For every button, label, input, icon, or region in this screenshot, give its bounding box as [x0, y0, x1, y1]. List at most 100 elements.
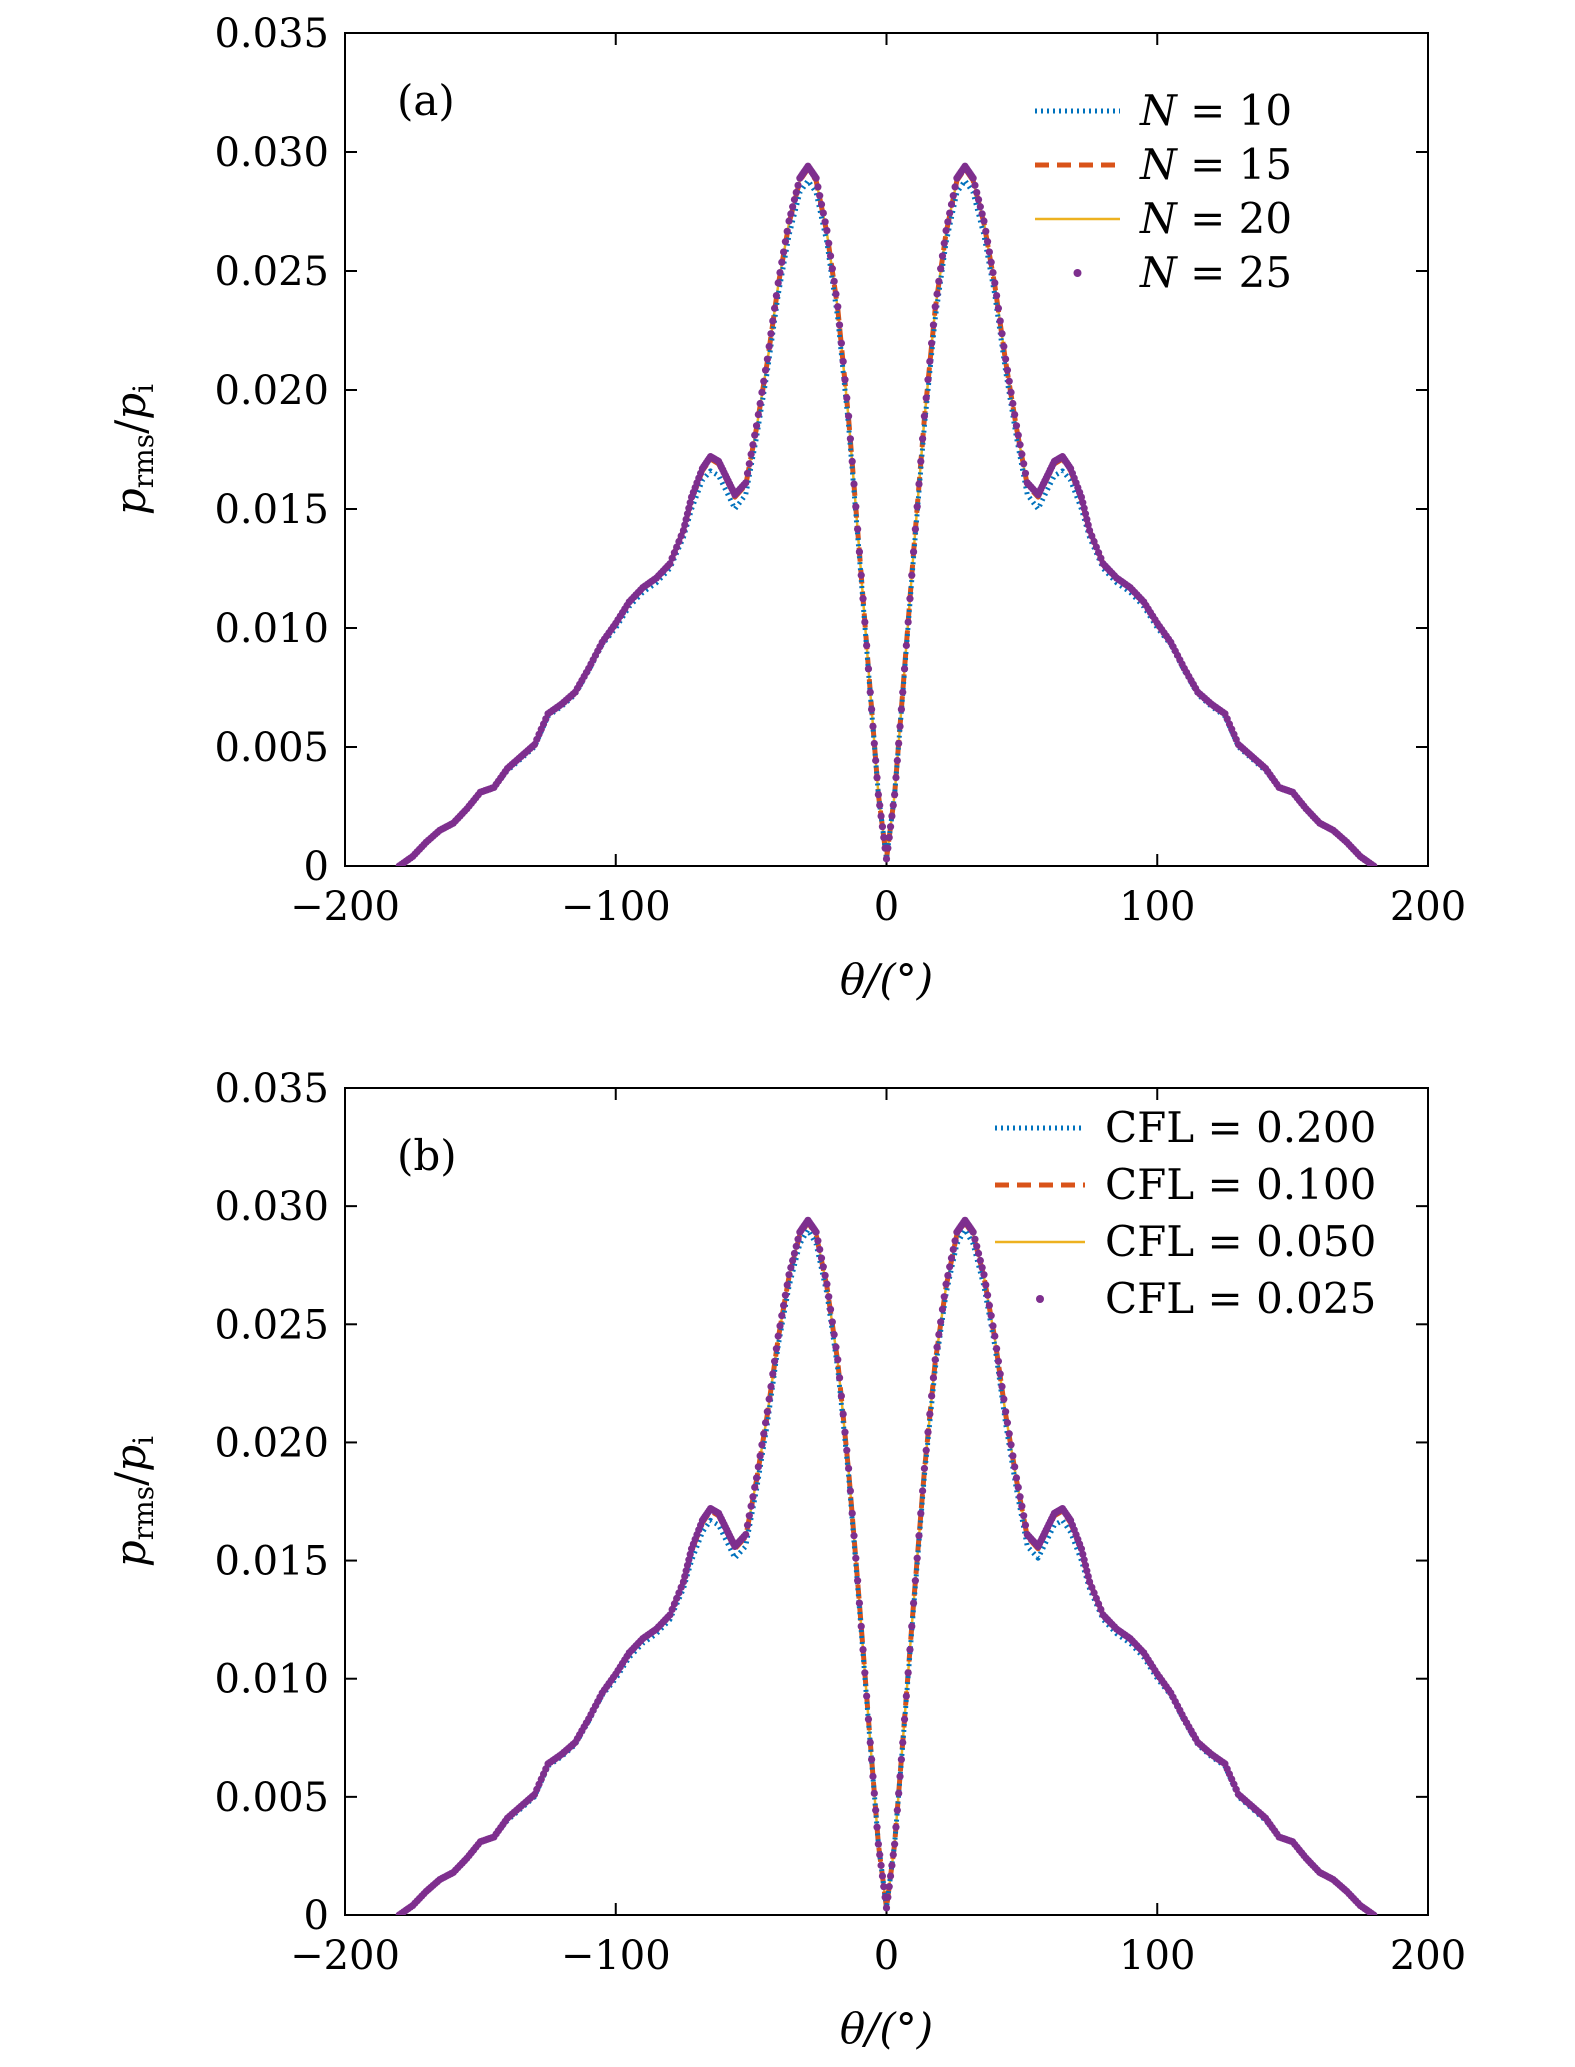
data-point: [1007, 1441, 1015, 1449]
data-point: [743, 469, 752, 477]
data-point: [1079, 499, 1087, 507]
data-point: [993, 1345, 1001, 1353]
data-point: [685, 1556, 693, 1564]
panel-a: −200 −100 0 100 200 0 0.005 0.010 0.015 0.020 0.02…: [106, 11, 1466, 1004]
data-point: [828, 1318, 836, 1326]
data-point: [751, 1483, 759, 1491]
axes-frame: [344, 1087, 1429, 1916]
data-point: [933, 290, 941, 298]
legend-label: N = 25: [1139, 248, 1292, 297]
data-point: [942, 1280, 950, 1288]
data-point: [745, 1512, 753, 1520]
data-point: [885, 833, 893, 842]
panel-label: (a): [397, 76, 455, 125]
data-point: [891, 1840, 899, 1848]
data-point: [906, 595, 914, 603]
data-point: [926, 1410, 934, 1418]
legend-label: N = 10: [1139, 86, 1292, 135]
data-point: [998, 330, 1006, 338]
data-point: [854, 1577, 862, 1585]
data-point: [994, 1357, 1003, 1365]
data-point: [998, 1382, 1006, 1391]
data-point: [682, 1567, 690, 1575]
data-point: [1083, 1567, 1091, 1575]
y-tick-label: 0.035: [214, 1066, 329, 1112]
data-point: [846, 1487, 855, 1495]
data-point: [778, 258, 786, 266]
data-point: [850, 1532, 858, 1540]
legend-item: N = 15: [1035, 140, 1292, 189]
data-point: [864, 1715, 873, 1723]
data-point: [880, 833, 888, 842]
data-point: [780, 1301, 788, 1309]
data-point: [1002, 1408, 1010, 1416]
data-point: [949, 192, 957, 200]
data-point: [742, 1530, 750, 1539]
data-point: [928, 339, 936, 347]
data-point: [794, 181, 802, 189]
data-point: [677, 532, 685, 540]
data-point: [675, 537, 683, 546]
data-point: [971, 181, 979, 189]
y-tick-label: 0.035: [214, 11, 329, 57]
data-point: [996, 1370, 1004, 1378]
data-point: [900, 665, 909, 673]
legend-item: N = 25: [1073, 248, 1292, 297]
data-point: [861, 618, 869, 626]
data-point: [785, 1271, 793, 1279]
data-point: [670, 1600, 679, 1608]
data-point: [946, 209, 954, 217]
y-tick-label: 0.030: [214, 1184, 329, 1230]
data-point: [839, 357, 847, 366]
data-point: [790, 196, 799, 204]
data-point: [913, 503, 921, 511]
data-point: [857, 1622, 865, 1630]
data-point: [938, 1305, 947, 1313]
data-point: [794, 1235, 802, 1243]
data-point: [876, 1851, 884, 1859]
data-point: [915, 1532, 923, 1540]
data-point: [830, 277, 838, 285]
data-point: [983, 238, 992, 246]
series-cfl-0-025: [395, 1216, 1378, 1915]
data-point: [949, 1245, 957, 1254]
data-point: [1080, 1556, 1088, 1564]
data-point: [1011, 1463, 1019, 1471]
data-point: [922, 394, 930, 402]
data-point: [673, 543, 681, 551]
y-tick-label: 0.025: [214, 249, 329, 295]
data-point: [940, 1293, 948, 1301]
data-point: [874, 791, 882, 799]
data-point: [909, 1599, 918, 1607]
data-point: [951, 1237, 959, 1245]
legend: N = 10 N = 15 N = 20 N = 25: [1035, 86, 1292, 297]
data-point: [1003, 1419, 1012, 1427]
data-point: [787, 210, 795, 218]
data-point: [749, 441, 757, 449]
y-tick-label: 0: [304, 844, 329, 890]
data-point: [1020, 1512, 1028, 1520]
data-point: [821, 218, 829, 226]
data-point: [978, 210, 986, 218]
data-point: [792, 188, 800, 197]
data-point: [679, 526, 688, 535]
x-tick-label: 0: [874, 1933, 899, 1979]
data-point: [855, 548, 864, 556]
data-point: [868, 1755, 876, 1764]
data-point: [756, 399, 764, 408]
data-point: [826, 1305, 835, 1313]
data-point: [892, 773, 900, 782]
data-point: [855, 1599, 864, 1607]
data-point: [743, 1521, 752, 1529]
data-point: [751, 431, 759, 439]
legend-label: N = 15: [1139, 140, 1292, 189]
legend-label: CFL = 0.100: [1105, 1160, 1376, 1209]
data-point: [888, 1861, 896, 1869]
series-n-25: [395, 162, 1378, 866]
data-point: [781, 238, 790, 246]
data-point: [1002, 355, 1010, 363]
data-point: [765, 342, 773, 350]
data-point: [899, 688, 907, 696]
data-point: [826, 252, 835, 260]
data-point: [1009, 399, 1017, 408]
